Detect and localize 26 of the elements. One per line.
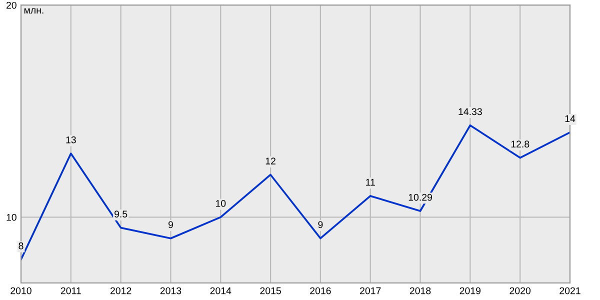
data-label: 10 (216, 200, 226, 207)
data-label: 10.29 (408, 194, 432, 201)
data-label: 14 (565, 115, 576, 122)
data-label: 14.33 (458, 108, 482, 116)
y-axis-title: млн. (24, 8, 44, 14)
y-tick-label: 20 (6, 2, 16, 9)
x-tick-label: 2018 (410, 287, 431, 294)
data-label: 12 (266, 158, 276, 164)
x-tick-label: 2017 (360, 287, 381, 294)
x-tick-label: 2013 (160, 287, 182, 294)
x-tick-label: 2012 (110, 287, 132, 294)
x-tick-label: 2010 (10, 287, 32, 294)
data-label: 11 (366, 178, 375, 186)
data-label: 12.8 (511, 140, 530, 148)
data-label: 9 (168, 221, 173, 228)
data-label: 9 (318, 221, 323, 228)
x-tick-label: 2019 (460, 287, 481, 294)
x-tick-label: 2020 (510, 287, 531, 294)
x-tick-label: 2011 (60, 287, 81, 294)
x-tick-label: 2016 (310, 287, 331, 294)
data-label: 8 (18, 242, 24, 250)
x-tick-label: 2021 (560, 287, 580, 294)
x-tick-label: 2014 (210, 287, 232, 294)
data-label: 13 (66, 136, 76, 144)
data-label: 9.5 (114, 210, 128, 218)
x-tick-label: 2015 (260, 287, 281, 294)
